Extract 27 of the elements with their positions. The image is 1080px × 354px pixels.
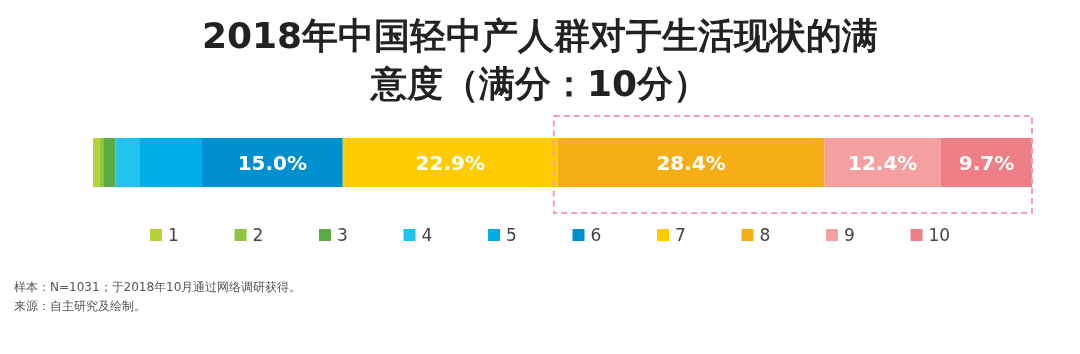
legend-label: 7 <box>675 225 686 245</box>
legend-label: 1 <box>168 225 179 245</box>
legend-label: 5 <box>506 225 517 245</box>
legend-label: 8 <box>759 225 771 245</box>
legend-label: 4 <box>421 225 433 245</box>
bar <box>93 138 100 187</box>
bar <box>342 138 558 187</box>
bar <box>201 138 343 187</box>
bar <box>103 138 116 187</box>
source-note: 来源：自主研究及绘制。 <box>14 299 146 313</box>
title: 2018年中国轻中产人群对于生活现状的满意度（满分：10分） <box>201 15 879 104</box>
bar <box>115 138 140 187</box>
legend-label: 9 <box>844 225 855 245</box>
legend-label: 10 <box>928 225 951 245</box>
data-label: 15.0% <box>237 150 308 175</box>
legend-label: 2 <box>252 225 264 245</box>
bar <box>139 138 202 187</box>
data-label: 28.4% <box>656 150 726 175</box>
bar <box>557 138 825 187</box>
legend-label: 3 <box>337 225 348 245</box>
text: 样本：N=1031；于2018年10月通过网络调研获得。 <box>14 280 302 294</box>
legend-label: 6 <box>590 225 602 245</box>
data-label: 12.4% <box>848 150 918 175</box>
data-label: 9.7% <box>958 150 1015 175</box>
data-label: 22.9% <box>415 150 485 175</box>
bar <box>940 138 1032 187</box>
bar <box>824 138 941 187</box>
